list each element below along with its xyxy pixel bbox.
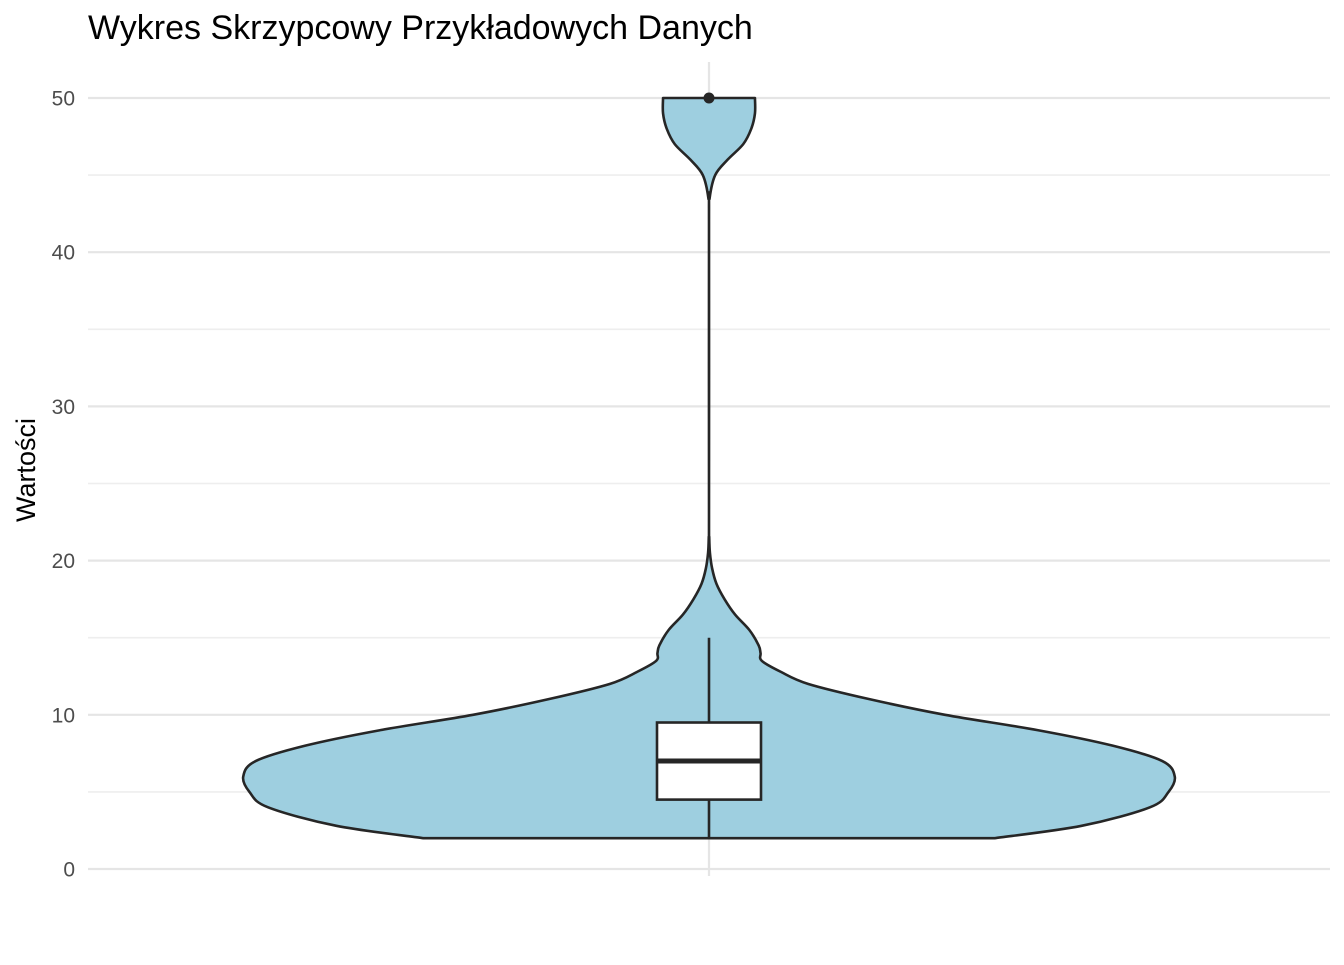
chart-title: Wykres Skrzypcowy Przykładowych Danych bbox=[88, 9, 753, 47]
outlier-point bbox=[703, 92, 715, 104]
y-axis-ticks: 0 10 20 30 40 50 bbox=[52, 88, 75, 882]
y-axis-title: Wartości bbox=[11, 418, 41, 522]
y-tick-label: 30 bbox=[52, 396, 75, 419]
y-tick-label: 50 bbox=[52, 88, 75, 111]
y-tick-label: 20 bbox=[52, 550, 75, 573]
violin-layer bbox=[241, 96, 1177, 840]
y-tick-label: 0 bbox=[63, 859, 75, 882]
boxplot-layer bbox=[655, 92, 763, 839]
violin-body bbox=[241, 96, 1177, 840]
y-tick-label: 40 bbox=[52, 242, 75, 265]
y-tick-label: 10 bbox=[52, 704, 75, 727]
